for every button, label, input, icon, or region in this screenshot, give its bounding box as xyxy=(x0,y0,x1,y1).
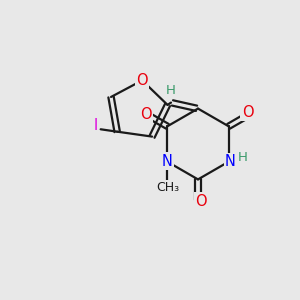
Text: H: H xyxy=(238,151,248,164)
Text: N: N xyxy=(225,154,236,169)
Text: O: O xyxy=(136,73,148,88)
Text: N: N xyxy=(162,154,173,169)
Text: O: O xyxy=(140,107,152,122)
Text: I: I xyxy=(94,118,98,133)
Text: O: O xyxy=(195,194,207,208)
Text: O: O xyxy=(242,105,253,120)
Text: H: H xyxy=(166,84,176,97)
Text: CH₃: CH₃ xyxy=(156,181,179,194)
